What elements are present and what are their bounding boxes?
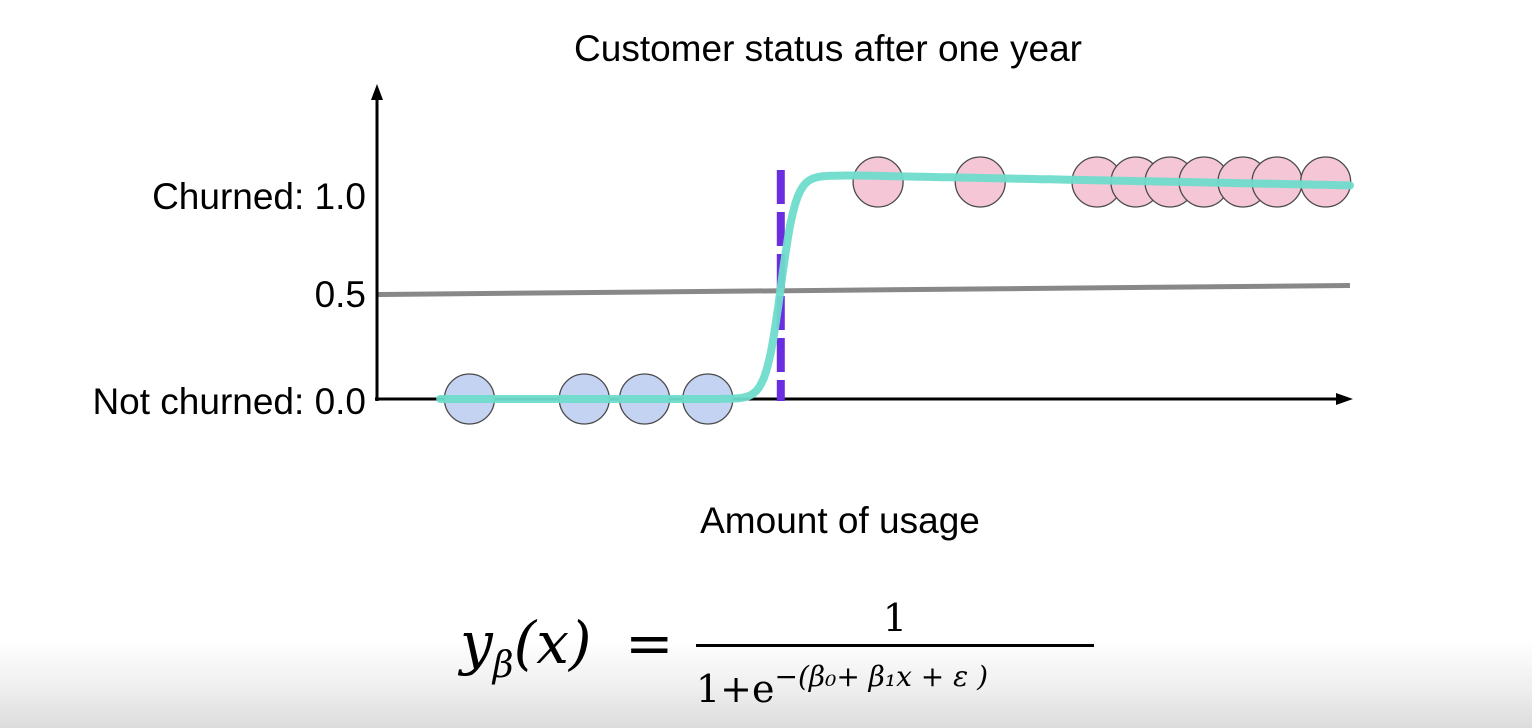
y-tick-label-churned: Churned: 1.0	[152, 176, 366, 217]
formula-den-exponent: −(β₀+ β₁x + ε )	[774, 660, 988, 693]
formula-subscript: β	[492, 645, 514, 686]
formula-den-base: 1+e	[696, 667, 775, 711]
sigmoid-curve	[436, 171, 1354, 403]
logistic-formula: yβ(x) = 1 1+e−(β₀+ β₁x + ε )	[460, 596, 1120, 711]
formula-y: y	[460, 609, 493, 677]
formula-fraction-bar	[696, 644, 1094, 647]
churned-point-1	[852, 156, 904, 208]
x-axis-label: Amount of usage	[700, 500, 980, 541]
threshold-line	[376, 283, 1351, 297]
formula-equals: =	[625, 609, 674, 677]
x-axis-arrow	[1336, 393, 1353, 405]
formula-numerator: 1	[882, 596, 908, 640]
y-tick-label-half: 0.5	[314, 274, 366, 315]
formula-lhs: yβ(x)	[460, 608, 592, 701]
chart-title: Customer status after one year	[574, 28, 1082, 69]
formula-arg: (x)	[513, 609, 592, 677]
formula-denominator: 1+e−(β₀+ β₁x + ε )	[696, 652, 1094, 714]
y-axis-arrow	[371, 84, 383, 100]
y-tick-label-not-churned: Not churned: 0.0	[92, 381, 366, 422]
